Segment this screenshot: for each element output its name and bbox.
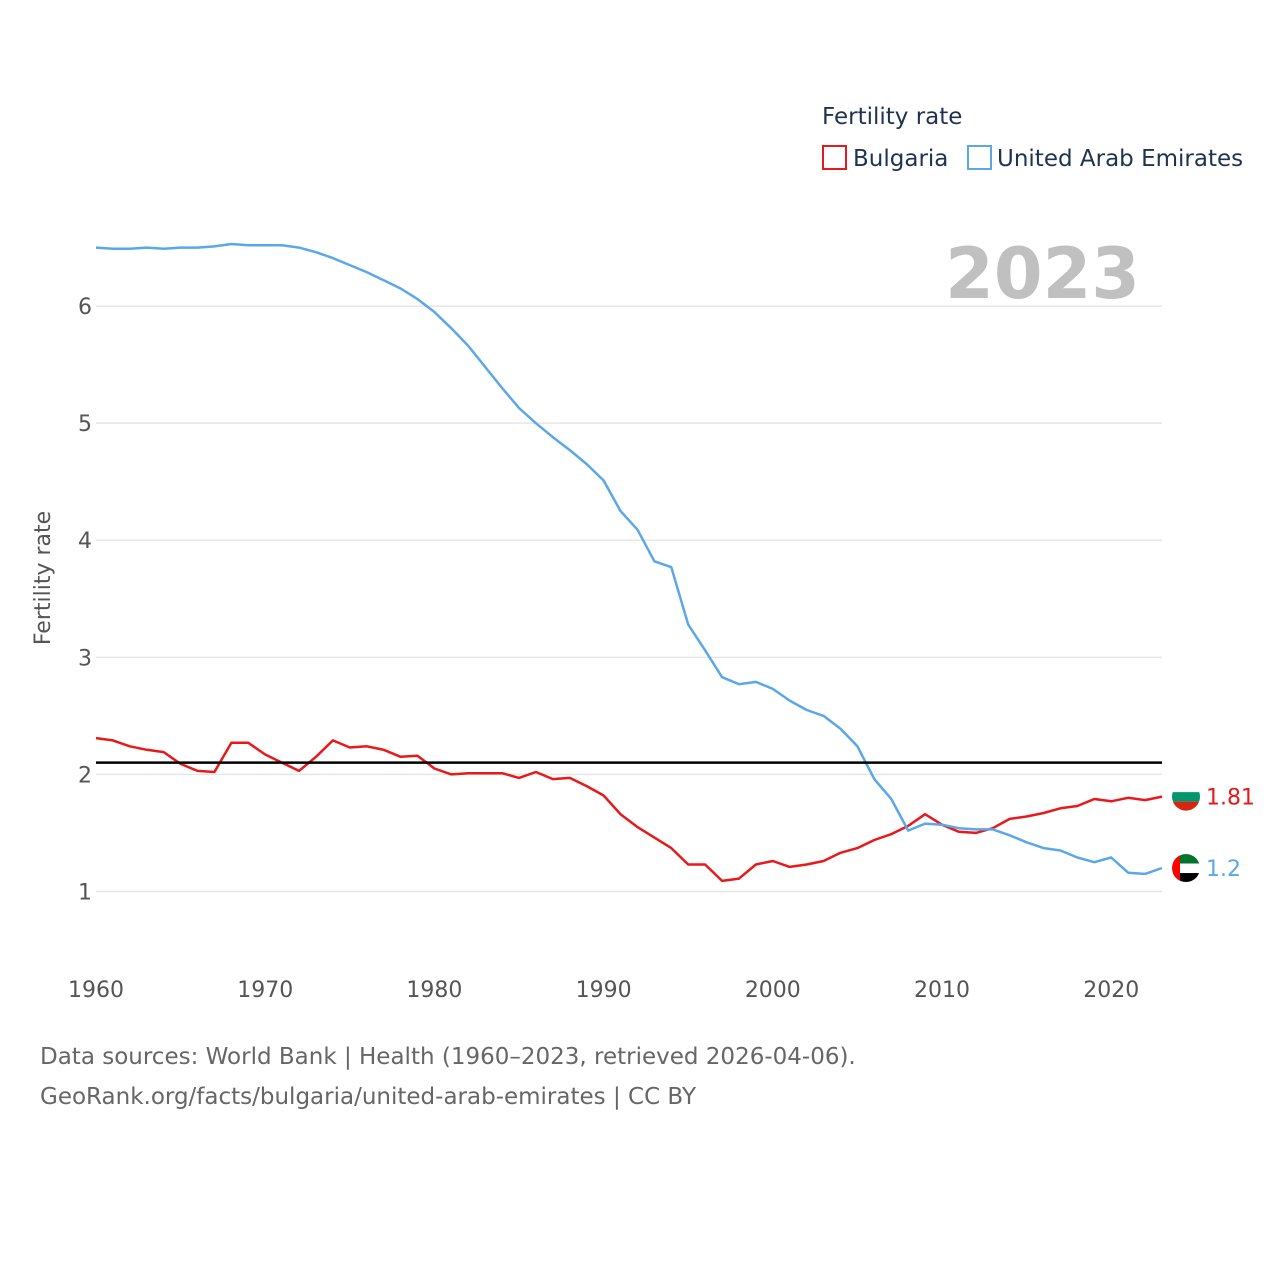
y-tick-label: 6 (78, 295, 92, 320)
x-tick-label: 1980 (406, 978, 462, 1003)
y-tick-label: 3 (78, 646, 92, 671)
source-line-1: Data sources: World Bank | Health (1960–… (40, 1044, 856, 1070)
y-axis-ticks: 1 2 3 4 5 6 (78, 295, 92, 905)
x-tick-label: 2010 (914, 978, 970, 1003)
x-axis-ticks: 1960 1970 1980 1990 2000 2010 2020 (68, 978, 1139, 1003)
y-axis-title: Fertility rate (31, 511, 56, 645)
bulgaria-flag-icon (1172, 782, 1200, 811)
flag-stripe-white (1172, 782, 1200, 793)
series-line-bulgaria[interactable] (95, 736, 1163, 883)
series-line-uae[interactable] (95, 242, 1163, 876)
flag-hoist-red (1172, 854, 1180, 883)
flag-stripe-white (1172, 863, 1200, 874)
flag-stripe-red (1172, 801, 1200, 811)
legend: Fertility rate Bulgaria United Arab Emir… (822, 104, 1243, 172)
end-label-uae: 1.2 (1206, 857, 1241, 882)
uae-flag-icon (1172, 854, 1200, 883)
source-line-2[interactable]: GeoRank.org/facts/bulgaria/united-arab-e… (40, 1084, 697, 1110)
x-tick-label: 2000 (745, 978, 801, 1003)
year-label: 2023 (945, 233, 1140, 315)
flag-stripe-green (1172, 792, 1200, 802)
end-label-bulgaria: 1.81 (1206, 786, 1255, 811)
legend-title: Fertility rate (822, 104, 962, 130)
series-lines (95, 242, 1163, 883)
x-tick-label: 1990 (576, 978, 632, 1003)
legend-label-uae[interactable]: United Arab Emirates (997, 146, 1243, 172)
x-tick-label: 2020 (1083, 978, 1139, 1003)
y-tick-label: 1 (78, 880, 92, 905)
legend-swatch-uae[interactable] (967, 145, 992, 170)
legend-label-bulgaria[interactable]: Bulgaria (853, 146, 948, 172)
gridlines (96, 305, 1162, 893)
x-tick-label: 1970 (237, 978, 293, 1003)
y-tick-label: 4 (78, 529, 92, 554)
legend-swatch-bulgaria[interactable] (822, 145, 847, 170)
x-tick-label: 1960 (68, 978, 124, 1003)
flag-stripe-green (1172, 854, 1200, 864)
y-tick-label: 2 (78, 763, 92, 788)
flag-stripe-black (1172, 873, 1200, 883)
y-tick-label: 5 (78, 412, 92, 437)
